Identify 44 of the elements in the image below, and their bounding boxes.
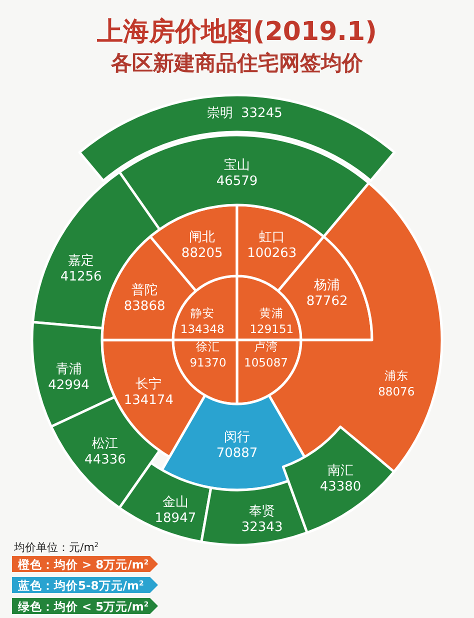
data-label: 83868 (124, 298, 166, 314)
category-label: 虹口 (258, 230, 285, 246)
data-label: 105087 (244, 356, 288, 370)
category-label: 宝山 (224, 157, 250, 173)
category-label: 金山 (162, 495, 188, 510)
category-label: 闵行 (224, 430, 250, 445)
text: 橙色：均价 > 8万元/m$^{2}$ (17, 558, 149, 572)
data-label: 88076 (378, 384, 415, 399)
category-label: 南汇 (328, 463, 354, 478)
data-label: 70887 (216, 446, 258, 461)
data-label: 87762 (306, 294, 348, 310)
data-label: 129151 (250, 322, 294, 336)
data-label: 100263 (247, 246, 297, 262)
text: 绿色：均价 < 5万元/m$^{2}$ (17, 600, 149, 614)
category-label: 黄浦 (260, 306, 284, 320)
text: 均价单位：元/m$^{2}$ (13, 541, 99, 554)
text: 上海房价地图(2019.1) (96, 17, 378, 47)
data-label: 33245 (241, 106, 282, 121)
category-label: 崇明 (207, 106, 233, 121)
data-label: 32343 (241, 520, 283, 536)
text: 各区新建商品住宅网签均价 (110, 51, 364, 75)
category-label: 松江 (92, 436, 118, 452)
data-label: 134174 (124, 393, 174, 408)
data-label: 43380 (320, 479, 362, 494)
data-label: 41256 (60, 269, 102, 284)
text: 蓝色：均价5-8万元/m$^{2}$ (17, 578, 144, 592)
data-label: 88205 (181, 246, 223, 262)
category-label: 青浦 (56, 362, 82, 377)
category-label: 徐汇 (196, 340, 220, 354)
data-label: 91370 (190, 356, 226, 370)
category-label: 普陀 (132, 282, 158, 298)
category-label: 长宁 (136, 376, 162, 392)
category-label: 闸北 (189, 230, 216, 246)
data-label: 46579 (216, 174, 258, 189)
category-label: 杨浦 (313, 278, 340, 294)
category-label: 浦东 (384, 368, 408, 383)
category-label: 嘉定 (68, 253, 94, 268)
data-label: 44336 (84, 452, 126, 468)
category-label: 静安 (190, 306, 214, 320)
category-label: 奉贤 (249, 504, 276, 520)
data-label: 18947 (154, 511, 196, 526)
category-label: 卢湾 (254, 340, 278, 354)
data-label: 42994 (48, 378, 90, 393)
data-label: 134348 (180, 322, 224, 336)
